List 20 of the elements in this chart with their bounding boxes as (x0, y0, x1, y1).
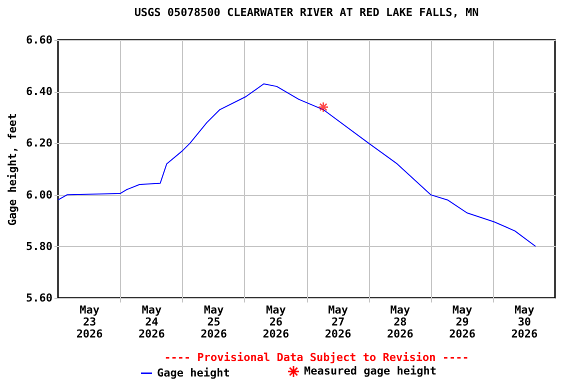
y-tick-label: 6.40 (26, 85, 52, 98)
x-tick-label: May 29 2026 (449, 304, 476, 340)
y-tick-label: 5.60 (26, 292, 52, 304)
x-tick-label: May 23 2026 (76, 304, 104, 340)
legend-label: Measured gage height (304, 364, 436, 378)
chart-title: USGS 05078500 CLEARWATER RIVER AT RED LAKE FALLS, MN (134, 6, 479, 19)
x-tick-label: May 30 2026 (511, 304, 538, 340)
x-tick-label: May 28 2026 (386, 304, 414, 340)
y-tick-label: 6.60 (26, 34, 52, 46)
legend-label: Gage height (157, 366, 230, 380)
x-tick-label: May 27 2026 (324, 304, 352, 340)
y-tick-label: 5.80 (26, 240, 52, 253)
text: ---- Provisional Data Subject to Revision ---- (164, 351, 469, 364)
x-tick-label: May 26 2026 (262, 304, 290, 340)
y-tick-label: 6.00 (26, 188, 52, 202)
line-series (58, 83, 536, 247)
x-tick-label: May 25 2026 (200, 304, 228, 340)
x-tick-label: May 24 2026 (138, 304, 166, 340)
y-axis-title: Gage height, feet (6, 113, 20, 226)
y-tick-label: 6.20 (26, 136, 52, 150)
